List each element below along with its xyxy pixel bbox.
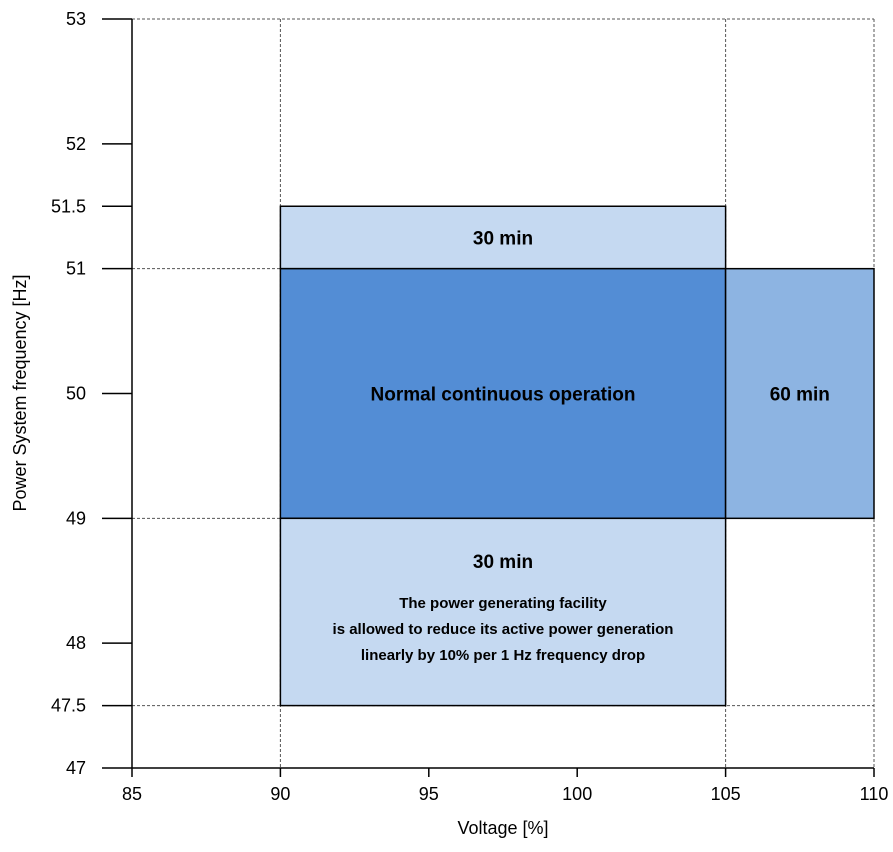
y-tick-label: 53 — [66, 9, 86, 29]
y-tick-label: 51.5 — [51, 196, 86, 216]
x-axis-ticks: 85 90 95 100 105 110 — [122, 768, 888, 804]
y-tick-label: 49 — [66, 508, 86, 528]
region-right-60min — [724, 267, 875, 520]
y-tick-label: 48 — [66, 633, 86, 653]
x-tick-label: 100 — [562, 784, 592, 804]
region-label-lower-30min-1: The power generating facility — [399, 595, 607, 612]
y-tick-label: 52 — [66, 134, 86, 154]
x-tick-label: 105 — [711, 784, 741, 804]
x-tick-label: 95 — [419, 784, 439, 804]
region-label-normal-0: Normal continuous operation — [371, 385, 636, 406]
x-tick-label: 85 — [122, 784, 142, 804]
x-axis-label: Voltage [%] — [457, 818, 548, 838]
y-axis-label: Power System frequency [Hz] — [10, 274, 30, 511]
y-tick-label: 47.5 — [51, 696, 86, 716]
region-lower-30min — [279, 517, 727, 707]
x-tick-label: 110 — [860, 784, 889, 804]
x-tick-label: 90 — [270, 784, 290, 804]
y-axis-ticks: 47 47.5 48 49 50 51 51.5 52 53 — [51, 9, 132, 778]
region-normal — [279, 267, 727, 520]
region-label-right-60min-0: 60 min — [770, 385, 830, 406]
region-label-lower-30min-3: linearly by 10% per 1 Hz frequency drop — [361, 647, 645, 664]
region-label-lower-30min-2: is allowed to reduce its active power ge… — [333, 621, 674, 638]
region-label-lower-30min-0: 30 min — [473, 552, 533, 573]
y-tick-label: 50 — [66, 384, 86, 404]
operating-regions: 30 min Normal continuous operation 60 min 3… — [279, 205, 875, 707]
y-tick-label: 51 — [66, 259, 86, 279]
region-label-upper-30min-0: 30 min — [473, 228, 533, 249]
y-tick-label: 47 — [66, 758, 86, 778]
